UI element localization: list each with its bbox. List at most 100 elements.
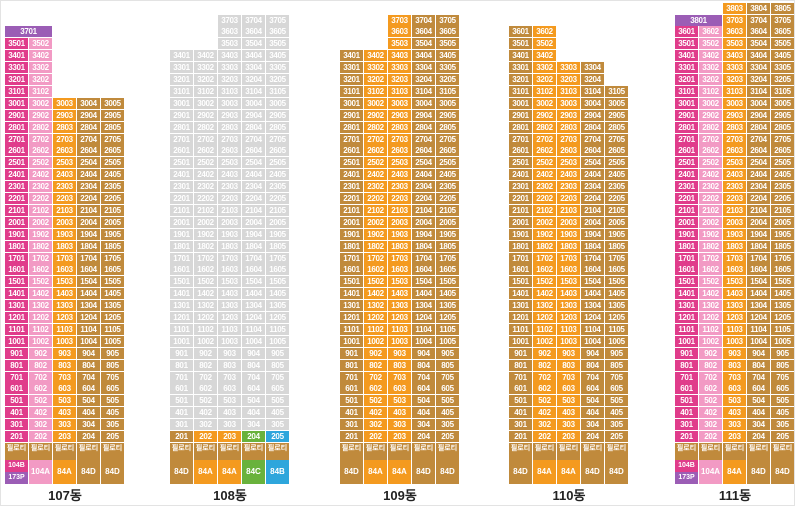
unit-cell[interactable]: 1201: [675, 312, 698, 323]
unit-cell[interactable]: 1402: [699, 288, 722, 300]
unit-cell[interactable]: 1002: [699, 335, 722, 347]
unit-cell[interactable]: 1402: [29, 288, 52, 300]
unit-cell[interactable]: 1605: [605, 264, 628, 276]
unit-cell[interactable]: 1101: [509, 323, 532, 335]
unit-cell[interactable]: 3205: [436, 74, 459, 85]
unit-cell[interactable]: 605: [101, 383, 124, 395]
unit-cell[interactable]: 2501: [509, 157, 532, 169]
unit-cell[interactable]: 1903: [723, 228, 746, 240]
unit-cell[interactable]: 505: [436, 395, 459, 407]
unit-cell[interactable]: 1203: [723, 312, 746, 323]
unit-cell[interactable]: 3402: [29, 50, 52, 62]
unit-cell[interactable]: 1202: [533, 312, 556, 323]
unit-cell[interactable]: 1405: [605, 288, 628, 300]
unit-cell[interactable]: 3401: [509, 50, 532, 62]
unit-cell[interactable]: 2102: [194, 204, 217, 216]
unit-cell[interactable]: 2002: [29, 216, 52, 228]
unit-cell[interactable]: 305: [605, 419, 628, 431]
unit-cell[interactable]: 902: [29, 347, 52, 359]
unit-cell[interactable]: 1404: [412, 288, 435, 300]
unit-cell[interactable]: 1901: [5, 228, 28, 240]
unit-cell[interactable]: 401: [170, 407, 193, 419]
unit-cell[interactable]: 1804: [412, 240, 435, 252]
unit-cell[interactable]: 3605: [436, 26, 459, 38]
unit-cell[interactable]: 3804: [747, 2, 770, 14]
unit-cell[interactable]: 1602: [364, 264, 387, 276]
unit-cell[interactable]: 1602: [194, 264, 217, 276]
unit-cell[interactable]: 304: [412, 419, 435, 431]
unit-cell[interactable]: 2001: [340, 216, 363, 228]
unit-cell[interactable]: 502: [699, 395, 722, 407]
unit-cell[interactable]: 1703: [218, 252, 241, 264]
unit-cell[interactable]: 2201: [340, 193, 363, 204]
unit-cell[interactable]: 3502: [29, 38, 52, 50]
unit-cell[interactable]: 2904: [747, 109, 770, 121]
unit-cell[interactable]: 405: [266, 407, 289, 419]
unit-cell[interactable]: 2001: [170, 216, 193, 228]
unit-cell[interactable]: 2905: [605, 109, 628, 121]
unit-cell[interactable]: 703: [218, 371, 241, 383]
unit-cell[interactable]: 3501: [509, 38, 532, 50]
unit-cell[interactable]: 702: [533, 371, 556, 383]
unit-cell[interactable]: 2202: [194, 193, 217, 204]
unit-cell[interactable]: 1205: [436, 312, 459, 323]
unit-cell[interactable]: 2403: [388, 169, 411, 181]
unit-cell[interactable]: 1001: [509, 335, 532, 347]
unit-cell[interactable]: 3205: [266, 74, 289, 85]
unit-cell[interactable]: 2602: [699, 145, 722, 157]
unit-cell[interactable]: 204: [581, 431, 604, 442]
unit-cell[interactable]: 303: [218, 419, 241, 431]
unit-cell[interactable]: 2104: [747, 204, 770, 216]
unit-cell[interactable]: 1003: [388, 335, 411, 347]
unit-cell[interactable]: 303: [53, 419, 76, 431]
unit-cell[interactable]: 1805: [771, 240, 794, 252]
unit-cell[interactable]: 2003: [388, 216, 411, 228]
unit-cell[interactable]: 3605: [266, 26, 289, 38]
unit-cell[interactable]: 2204: [77, 193, 100, 204]
unit-cell[interactable]: 2305: [436, 181, 459, 193]
unit-cell[interactable]: 1502: [194, 276, 217, 288]
unit-cell[interactable]: 304: [747, 419, 770, 431]
unit-cell[interactable]: 1403: [218, 288, 241, 300]
unit-cell[interactable]: 2902: [533, 109, 556, 121]
unit-cell[interactable]: 1101: [675, 323, 698, 335]
unit-cell[interactable]: 1804: [77, 240, 100, 252]
unit-cell[interactable]: 3003: [388, 97, 411, 109]
unit-cell[interactable]: 3001: [5, 97, 28, 109]
unit-cell[interactable]: 305: [101, 419, 124, 431]
unit-cell[interactable]: 705: [436, 371, 459, 383]
unit-cell[interactable]: 3604: [747, 26, 770, 38]
unit-cell[interactable]: 3004: [242, 97, 265, 109]
unit-cell[interactable]: 1604: [242, 264, 265, 276]
unit-cell[interactable]: 1805: [605, 240, 628, 252]
unit-cell[interactable]: 1705: [605, 252, 628, 264]
unit-cell[interactable]: 1001: [340, 335, 363, 347]
unit-cell[interactable]: 2103: [53, 204, 76, 216]
unit-cell[interactable]: 1401: [340, 288, 363, 300]
unit-cell[interactable]: 701: [170, 371, 193, 383]
unit-cell[interactable]: 2101: [675, 204, 698, 216]
unit-cell[interactable]: 3304: [581, 62, 604, 74]
unit-cell[interactable]: 603: [723, 383, 746, 395]
unit-cell[interactable]: 2301: [5, 181, 28, 193]
unit-cell[interactable]: 601: [170, 383, 193, 395]
unit-cell[interactable]: 1205: [605, 312, 628, 323]
unit-cell[interactable]: 501: [509, 395, 532, 407]
unit-cell[interactable]: 804: [581, 359, 604, 371]
unit-cell[interactable]: 1805: [436, 240, 459, 252]
unit-cell[interactable]: 805: [605, 359, 628, 371]
unit-cell[interactable]: 301: [509, 419, 532, 431]
unit-cell[interactable]: 3402: [699, 50, 722, 62]
unit-cell[interactable]: 2803: [218, 121, 241, 133]
unit-cell[interactable]: 705: [266, 371, 289, 383]
unit-cell[interactable]: 3105: [266, 85, 289, 97]
unit-cell[interactable]: 1403: [388, 288, 411, 300]
unit-cell[interactable]: 1303: [218, 300, 241, 312]
unit-cell[interactable]: 705: [771, 371, 794, 383]
unit-cell[interactable]: 3104: [581, 85, 604, 97]
unit-cell[interactable]: 2304: [412, 181, 435, 193]
unit-cell[interactable]: 304: [581, 419, 604, 431]
unit-cell[interactable]: 905: [436, 347, 459, 359]
unit-cell[interactable]: 1301: [509, 300, 532, 312]
unit-cell[interactable]: 1905: [605, 228, 628, 240]
